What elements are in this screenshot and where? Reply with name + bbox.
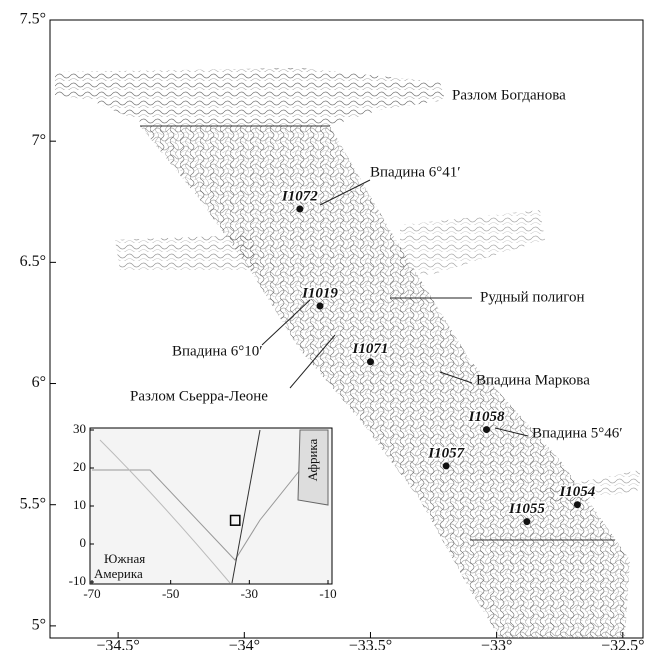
station [523, 518, 530, 525]
inset-y-tick-label: 30 [73, 421, 86, 436]
x-tick-label: −32.5° [601, 638, 644, 650]
annotation: Впадина Маркова [476, 372, 590, 388]
annotation: Впадина 6°41′ [370, 164, 461, 180]
station [317, 302, 324, 309]
y-tick-label: 5° [32, 617, 46, 634]
inset-y-tick-label: -10 [69, 573, 86, 588]
station [574, 501, 581, 508]
inset-map: Африка Южная Америка -70 -50 -30 -10 -10 0 10 2… [69, 421, 337, 601]
inset-label: Африка [305, 438, 320, 481]
inset-x-tick-label: -70 [83, 586, 100, 601]
station-label: I1055 [508, 501, 545, 517]
x-tick-label: −34° [229, 638, 260, 650]
station-label: I1019 [301, 285, 338, 301]
annotation: Разлом Сьерра-Леоне [130, 388, 268, 404]
station-label: I1057 [427, 445, 464, 461]
station-label: I1071 [352, 341, 389, 357]
station-label: I1054 [558, 484, 595, 500]
station [483, 426, 490, 433]
inset-x-tick-label: -10 [319, 586, 336, 601]
inset-y-tick-label: 20 [73, 459, 86, 474]
inset-label: Америка [94, 566, 143, 581]
y-tick-label: 5.5° [20, 495, 46, 512]
station [367, 358, 374, 365]
x-tick-label: −33.5° [349, 638, 392, 650]
inset-label: Южная [104, 551, 145, 566]
y-tick-label: 7.5° [20, 11, 46, 28]
x-tick-label: −33° [481, 638, 512, 650]
inset-y-tick-label: 10 [73, 497, 86, 512]
y-tick-label: 7° [32, 132, 46, 149]
annotation: Рудный полигон [480, 289, 585, 305]
annotation: Впадина 5°46′ [532, 425, 623, 441]
annotation: Впадина 6°10′ [172, 343, 263, 359]
station-label: I1072 [281, 188, 318, 204]
figure: Разлом Богданова Впадина 6°41′ Рудный по… [0, 0, 653, 650]
inset-x-tick-label: -30 [241, 586, 258, 601]
station [443, 462, 450, 469]
x-tick-label: −34.5° [96, 638, 139, 650]
inset-x-tick-label: -50 [162, 586, 179, 601]
station [296, 206, 303, 213]
inset-y-tick-label: 0 [80, 535, 87, 550]
y-tick-label: 6° [32, 374, 46, 391]
y-tick-label: 6.5° [20, 253, 46, 270]
annotation: Разлом Богданова [452, 87, 566, 103]
station-label: I1058 [468, 409, 505, 425]
